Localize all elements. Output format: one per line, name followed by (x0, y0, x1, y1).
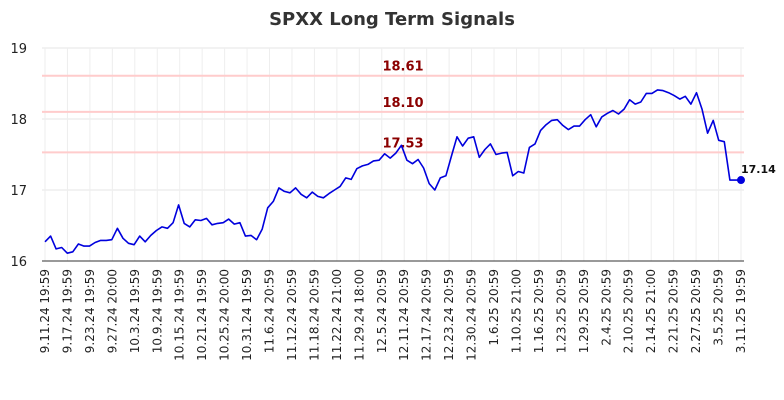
y-tick-label: 19 (10, 42, 27, 57)
y-tick-label: 17 (10, 184, 27, 199)
x-tick-label: 11.6.24 20:59 (263, 269, 277, 353)
x-tick-label: 11.18.24 20:59 (307, 269, 321, 361)
x-tick-label: 9.11.24 19:59 (38, 269, 52, 353)
last-value-label: 17.14 (741, 163, 776, 176)
y-tick-label: 18 (10, 113, 27, 128)
x-tick-label: 3.11.25 19:59 (734, 269, 748, 353)
x-tick-label: 10.21.24 19:59 (195, 269, 209, 361)
x-tick-label: 10.3.24 19:59 (128, 269, 142, 353)
x-tick-label: 10.9.24 19:59 (150, 269, 164, 353)
series-layer: 17.14 (44, 89, 776, 254)
x-tick-label: 12.17.24 20:59 (420, 269, 434, 361)
x-tick-label: 10.15.24 19:59 (173, 269, 187, 361)
grid (42, 47, 744, 262)
x-tick-label: 1.10.25 21:00 (509, 269, 523, 353)
chart-title: SPXX Long Term Signals (269, 9, 515, 30)
x-tick-label: 9.17.24 19:59 (60, 269, 74, 353)
x-tick-label: 9.27.24 20:00 (105, 269, 119, 353)
x-tick-label: 3.5.25 20:59 (712, 269, 726, 346)
signal-level-label: 18.61 (382, 60, 423, 75)
signal-levels: 18.61 18.10 17.53 (42, 60, 744, 154)
x-tick-label: 2.4.25 20:59 (599, 269, 613, 346)
signal-level-label: 17.53 (382, 136, 423, 151)
x-tick-label: 1.16.25 20:59 (532, 269, 546, 353)
series-line (44, 89, 741, 254)
x-tick-label: 2.27.25 20:59 (689, 269, 703, 353)
x-tick-label: 9.23.24 19:59 (83, 269, 97, 353)
x-axis: 9.11.24 19:59 9.17.24 19:59 9.23.24 19:59 9… (38, 260, 748, 361)
y-axis: 16 17 18 19 (10, 42, 27, 270)
y-tick-label: 16 (10, 255, 27, 270)
x-tick-label: 11.29.24 18:00 (352, 269, 366, 361)
x-tick-label: 12.30.24 20:59 (465, 269, 479, 361)
x-tick-label: 12.23.24 20:59 (442, 269, 456, 361)
x-tick-label: 10.25.24 20:00 (218, 269, 232, 361)
x-tick-label: 1.23.25 20:59 (554, 269, 568, 353)
x-tick-label: 1.6.25 20:59 (487, 269, 501, 346)
x-tick-label: 11.22.24 21:00 (330, 269, 344, 361)
x-tick-label: 12.11.24 20:59 (397, 269, 411, 361)
x-tick-label: 1.29.25 20:59 (577, 269, 591, 353)
x-tick-label: 12.5.24 20:59 (375, 269, 389, 353)
last-value-marker (737, 176, 745, 185)
signal-level-label: 18.10 (382, 96, 423, 111)
x-tick-label: 10.31.24 19:59 (240, 269, 254, 361)
x-tick-label: 11.12.24 20:59 (285, 269, 299, 361)
x-tick-label: 2.10.25 20:59 (622, 269, 636, 353)
x-tick-label: 2.21.25 20:59 (667, 269, 681, 353)
x-tick-label: 2.14.25 21:00 (644, 269, 658, 353)
